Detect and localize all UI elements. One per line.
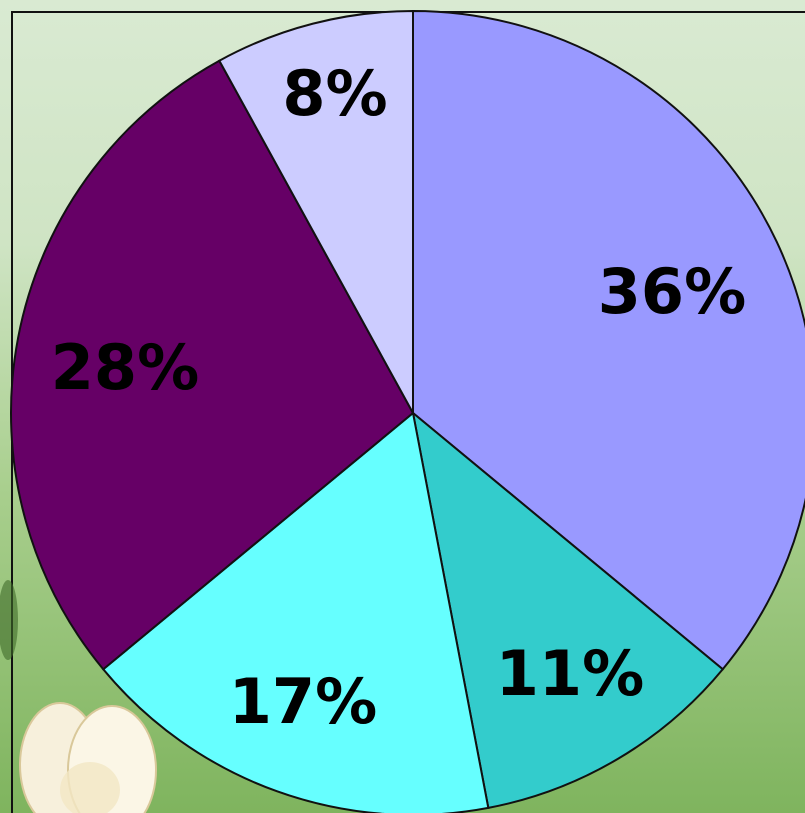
slice-label: 28% [51,331,199,404]
pie-slice-8 [217,9,414,414]
pie-slice-36 [412,9,805,671]
pie-slice-28 [10,59,415,671]
pie-slice-17 [101,411,490,813]
pie-slice-11 [411,410,725,810]
slice-label: 11% [496,637,644,710]
slice-label: 8% [282,57,387,130]
slice-label: 36% [598,255,746,328]
white-flower-buds-icon [0,580,157,813]
slice-label: 17% [229,665,377,738]
